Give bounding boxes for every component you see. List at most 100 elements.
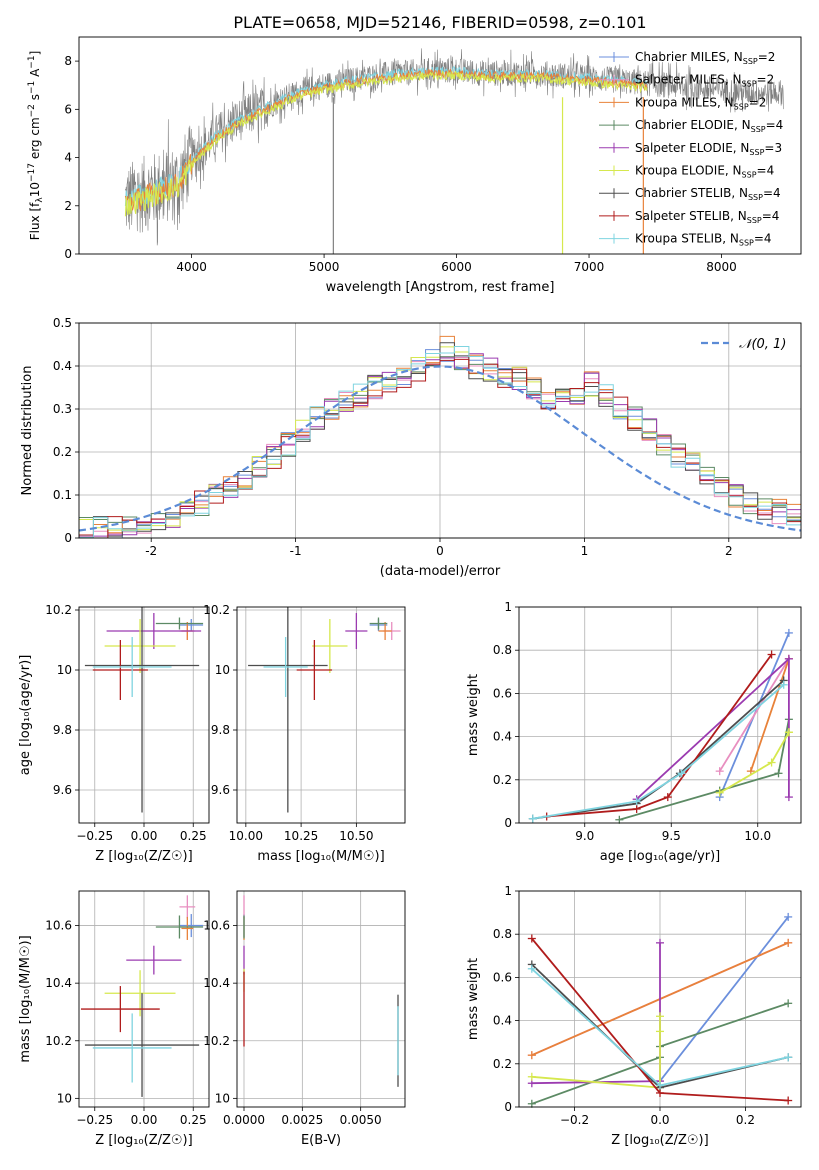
legend-suffix: =3 [764, 141, 782, 155]
y-tick-label: 8 [64, 54, 72, 68]
y-tick-label: 0.8 [493, 927, 512, 941]
y-axis-label: Normed distribution [20, 366, 35, 496]
series-line-stelib_kroupa [532, 684, 785, 820]
legend-suffix: =4 [757, 164, 775, 178]
x-tick-label: 1 [581, 544, 589, 558]
legend-label: Salpeter STELIB, NSSP=4 [635, 209, 779, 225]
histogram-stelib_salpeter [79, 358, 801, 538]
legend-suffix: =4 [766, 118, 784, 132]
axes-frame [518, 606, 802, 824]
axes-frame [78, 36, 802, 255]
x-tick-label: 0 [436, 544, 444, 558]
model-spectrum-stelib_kroupa [124, 66, 648, 210]
y-label-part: −1 [27, 55, 37, 68]
x-tick-label: 0.0050 [340, 1113, 382, 1127]
legend-subscript: SSP [739, 239, 754, 248]
x-tick-label: 10.25 [284, 829, 318, 843]
y-tick-label: 0 [64, 247, 72, 261]
x-axis-label: Z [log₁₀(Z/Z☉)] [611, 1133, 708, 1148]
legend-suffix: =2 [749, 95, 767, 109]
series-line-miles_kroupa [749, 658, 790, 772]
legend-subscript: SSP [748, 193, 763, 202]
axes-frame [78, 606, 210, 824]
legend-suffix: =2 [757, 73, 775, 87]
legend-text: Kroupa MILES, N [635, 95, 734, 109]
histogram-stelib_chabrier [79, 342, 801, 538]
x-tick-label: 9.5 [662, 829, 681, 843]
y-tick-label: 10.2 [45, 603, 72, 617]
legend-text: Kroupa ELODIE, N [635, 164, 742, 178]
y-tick-label: 1 [504, 600, 512, 614]
legend-text: Kroupa STELIB, N [635, 232, 739, 246]
series-line-elodie_kroupa [531, 1016, 661, 1089]
x-tick-label: 8000 [706, 260, 737, 274]
x-axis-label: Z [log₁₀(Z/Z☉)] [95, 849, 192, 864]
legend-suffix: =2 [758, 50, 776, 64]
y-tick-label: 0.8 [493, 643, 512, 657]
y-axis-label: mass [log₁₀(M/M☉)] [18, 935, 33, 1062]
age-vs-mass-panel: 10.00 10.25 10.50 9.6 9.8 10 10.2 mass [log₁₀(M… [203, 603, 406, 864]
legend-text: Salpeter ELODIE, N [635, 141, 749, 155]
y-tick-label: 0 [504, 1100, 512, 1114]
y-tick-label: 0.5 [53, 316, 72, 330]
x-tick-label: −0.25 [76, 1113, 113, 1127]
x-tick-label: 0.25 [180, 829, 207, 843]
y-tick-label: 0.4 [493, 1014, 512, 1028]
spectrum-panel: 4000 5000 6000 7000 8000 0 2 4 6 8 wavelength [Ang… [27, 36, 802, 295]
y-tick-label: 1 [504, 884, 512, 898]
x-tick-label: -1 [290, 544, 302, 558]
legend-label: Kroupa ELODIE, NSSP=4 [635, 164, 774, 180]
legend-subscript: SSP [743, 57, 758, 66]
legend-subscript: SSP [747, 216, 762, 225]
x-tick-label: 9.0 [575, 829, 594, 843]
legend-subscript: SSP [742, 171, 757, 180]
age-vs-metallicity-panel: −0.25 0.00 0.25 9.6 9.8 10 10.2 Z [log₁₀(Z/Z☉)]… [18, 603, 210, 864]
legend-text: Salpeter MILES, N [635, 73, 742, 87]
y-tick-label: 0 [64, 531, 72, 545]
axes-frame [518, 890, 802, 1108]
y-axis-label: Flux [fλ10−17 erg cm−2 s−1 A−1] [27, 51, 45, 241]
x-tick-label: 0.25 [180, 1113, 207, 1127]
x-tick-label: 6000 [441, 260, 472, 274]
x-tick-label: 0.2 [736, 1113, 755, 1127]
x-axis-label: mass [log₁₀(M/M☉)] [257, 849, 384, 864]
normal-curve [78, 365, 802, 532]
series-line-stelib_chabrier [532, 679, 785, 820]
legend-label: Chabrier STELIB, NSSP=4 [635, 186, 781, 202]
x-tick-label: 10.0 [744, 829, 771, 843]
legend-text: Salpeter STELIB, N [635, 209, 747, 223]
y-tick-label: 9.8 [53, 723, 72, 737]
y-tick-label: 10.2 [203, 1034, 230, 1048]
legend-label: Chabrier MILES, NSSP=2 [635, 50, 775, 66]
x-axis-label: age [log₁₀(age/yr)] [600, 849, 721, 864]
y-tick-label: 0.4 [53, 359, 72, 373]
legend-label: Kroupa MILES, NSSP=2 [635, 95, 766, 111]
axes-frame [236, 606, 406, 824]
y-tick-label: 0.4 [493, 730, 512, 744]
figure-title: PLATE=0658, MJD=52146, FIBERID=0598, z=0… [233, 13, 646, 32]
y-tick-label: 9.8 [211, 723, 230, 737]
y-axis-label: mass weight [466, 674, 481, 756]
model-spectrum-elodie_kroupa [124, 70, 648, 217]
y-label-part: ] [28, 51, 42, 56]
massweight-vs-age-panel: 9.0 9.5 10.0 0 0.2 0.4 0.6 0.8 1 age [log₁₀(age/y… [466, 600, 802, 864]
mass-vs-metallicity-panel: −0.25 0.00 0.25 10 10.2 10.4 10.6 Z [log₁₀(Z/Z☉… [18, 890, 210, 1148]
y-tick-label: 0.2 [53, 445, 72, 459]
y-axis-label: mass weight [466, 958, 481, 1040]
y-tick-label: 0.6 [493, 970, 512, 984]
y-tick-label: 10.6 [203, 919, 230, 933]
y-tick-label: 10.6 [45, 919, 72, 933]
y-tick-label: 9.6 [211, 783, 230, 797]
y-label-part: erg cm [28, 117, 42, 163]
y-tick-label: 0.2 [493, 773, 512, 787]
y-tick-label: 0.3 [53, 402, 72, 416]
legend-label: Salpeter ELODIE, NSSP=3 [635, 141, 782, 157]
legend-text: Chabrier ELODIE, N [635, 118, 751, 132]
legend-label: 𝒩(0, 1) [739, 337, 786, 352]
legend-subscript: SSP [734, 102, 749, 111]
x-axis-label: E(B-V) [301, 1133, 341, 1148]
x-tick-label: 0.0000 [223, 1113, 265, 1127]
x-tick-label: 2 [725, 544, 733, 558]
legend-label: Chabrier ELODIE, NSSP=4 [635, 118, 783, 134]
